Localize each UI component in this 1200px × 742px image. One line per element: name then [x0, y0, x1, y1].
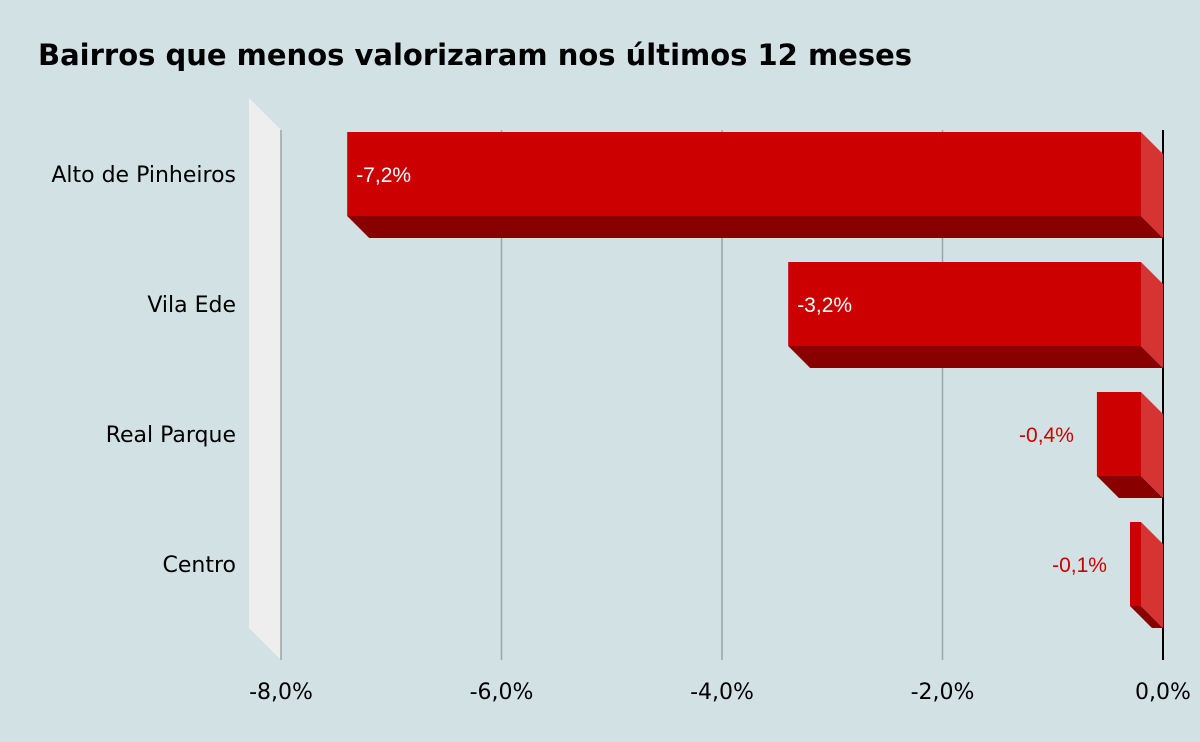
bar-bottom-face — [1129, 606, 1163, 628]
x-tick-label: -2,0% — [911, 680, 975, 705]
data-label: -0,1% — [1052, 554, 1107, 577]
x-tick-label: 0,0% — [1135, 680, 1191, 705]
data-label: -7,2% — [356, 164, 411, 187]
left-wall — [249, 98, 281, 660]
bar-bottom-face — [788, 346, 1163, 368]
x-tick-label: -4,0% — [690, 680, 754, 705]
chart-title: Bairros que menos valorizaram nos último… — [38, 38, 913, 72]
x-tick-label: -6,0% — [470, 680, 534, 705]
data-label: -3,2% — [797, 294, 852, 317]
x-tick-label: -8,0% — [249, 680, 313, 705]
bar — [347, 132, 1141, 216]
bar — [788, 262, 1141, 346]
bar — [1096, 392, 1141, 476]
bar — [1129, 522, 1141, 606]
category-label: Vila Ede — [147, 293, 236, 318]
category-label: Centro — [163, 553, 237, 578]
category-label: Alto de Pinheiros — [51, 163, 236, 188]
bar-side-face — [1141, 262, 1163, 368]
category-label: Real Parque — [106, 423, 236, 448]
bar-bottom-face — [1096, 476, 1163, 498]
bar-side-face — [1141, 132, 1163, 238]
bar-side-face — [1141, 392, 1163, 498]
data-label: -0,4% — [1019, 424, 1074, 447]
bar-side-face — [1141, 522, 1163, 628]
bar-bottom-face — [347, 216, 1163, 238]
